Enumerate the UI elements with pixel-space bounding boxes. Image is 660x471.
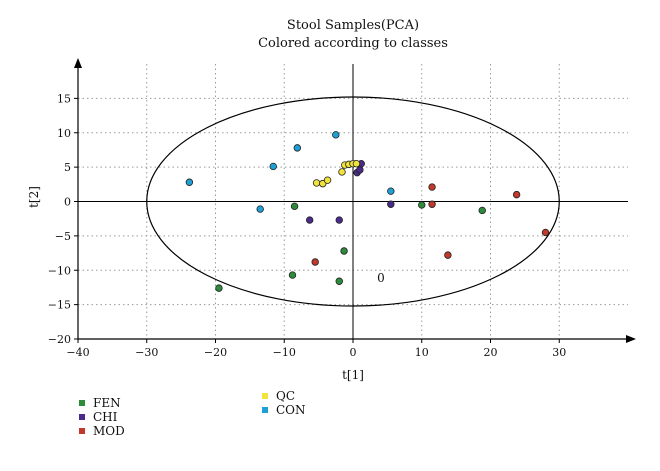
y-tick-label: −20 (48, 333, 71, 346)
data-point-qc (338, 168, 346, 176)
data-point-chi (305, 216, 314, 224)
data-point-fen (215, 284, 223, 292)
legend-label-mod: MOD (93, 424, 125, 438)
data-point-mod (512, 190, 521, 199)
data-point-mod (428, 200, 436, 208)
legend-label-qc: QC (276, 389, 295, 403)
y-tick-label: 5 (64, 161, 71, 174)
data-point-qc (312, 179, 321, 187)
data-point-mod (428, 183, 436, 191)
y-tick-label: 10 (57, 127, 71, 140)
legend-swatch-chi (79, 414, 85, 420)
tick-labels: −40 −30 −20 −10 0 10 20 30 −20 −15 −10 −5 0 5 10 15 (48, 92, 566, 359)
data-point-qc (323, 176, 332, 184)
chart-title: Stool Samples(PCA) (287, 18, 419, 33)
legend-swatch-mod (79, 428, 85, 434)
y-tick-label: −5 (55, 230, 71, 243)
data-point-chi (335, 216, 343, 224)
y-axis-arrowhead (74, 58, 82, 68)
axes (74, 58, 636, 343)
data-point-fen (340, 247, 348, 255)
data-point-mod (541, 228, 550, 237)
data-point-chi (356, 166, 364, 174)
data-point-mod (311, 258, 319, 266)
data-point-qc (352, 159, 361, 168)
data-point-con (256, 205, 264, 213)
confidence-ellipse (146, 96, 560, 307)
x-tick-label: 30 (552, 346, 566, 359)
chart-subtitle: Colored according to classes (258, 36, 448, 51)
ellipse-annotation: 0 (377, 271, 385, 285)
data-point-mod (444, 251, 452, 259)
x-tick-label: −20 (204, 346, 227, 359)
data-point-chi (387, 200, 395, 208)
legend-swatch-con (262, 407, 268, 413)
data-point-con (269, 162, 277, 171)
data-point-fen (335, 277, 343, 285)
x-axis-title: t[1] (342, 368, 364, 382)
x-tick-label: 10 (415, 346, 429, 359)
y-axis-title: t[2] (27, 186, 41, 208)
x-tick-label: −30 (135, 346, 158, 359)
data-point-fen (418, 201, 426, 209)
y-tick-label: 0 (64, 196, 71, 209)
data-points (185, 131, 550, 292)
y-tick-label: 15 (57, 92, 71, 105)
y-tick-label: −15 (48, 299, 71, 312)
data-point-fen (288, 271, 297, 279)
x-tick-label: 20 (484, 346, 498, 359)
data-point-con (332, 131, 340, 139)
x-axis-arrowhead (626, 335, 636, 343)
legend-label-con: CON (276, 403, 306, 417)
data-point-con (387, 187, 395, 195)
x-tick-label: 0 (350, 346, 357, 359)
data-point-fen (290, 202, 299, 211)
data-point-con (185, 178, 194, 186)
data-point-con (293, 144, 302, 152)
legend-swatch-qc (262, 393, 268, 399)
legend-swatch-fen (79, 400, 85, 406)
legend-label-chi: CHI (93, 410, 118, 424)
x-tick-label: −10 (273, 346, 296, 359)
confidence-ellipse-group (146, 96, 560, 307)
y-tick-label: −10 (48, 264, 71, 277)
legend-label-fen: FEN (93, 396, 121, 410)
data-point-fen (478, 206, 486, 215)
x-tick-label: −40 (66, 346, 89, 359)
